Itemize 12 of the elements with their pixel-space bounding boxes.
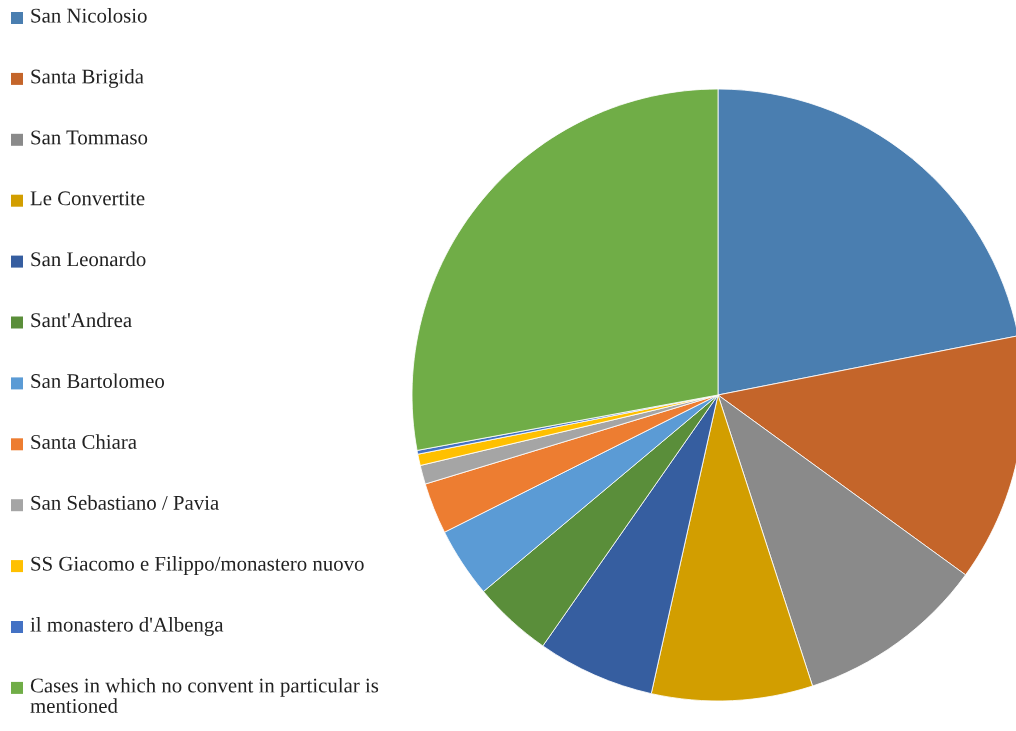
legend-label: San Bartolomeo: [31, 373, 165, 389]
legend-label: Sant'Andrea: [31, 312, 132, 328]
legend-label: San Leonardo: [31, 251, 146, 267]
legend-label: SS Giacomo e Filippo/monastero nuovo: [31, 556, 364, 575]
legend-label: San Tommaso: [31, 130, 148, 145]
legend-label: Le Convertite: [30, 191, 145, 206]
legend-label: San Sebastiano / Pavia: [31, 495, 219, 510]
legend-label: Santa Chiara: [31, 434, 137, 449]
legend-label: San Nicolosio: [31, 8, 147, 23]
legend-label: Santa Brigida: [31, 68, 144, 88]
legend-label: il monastero d'Albenga: [30, 617, 224, 636]
legend-label: Cases in which no convent in particular is mentioned: [30, 677, 379, 713]
